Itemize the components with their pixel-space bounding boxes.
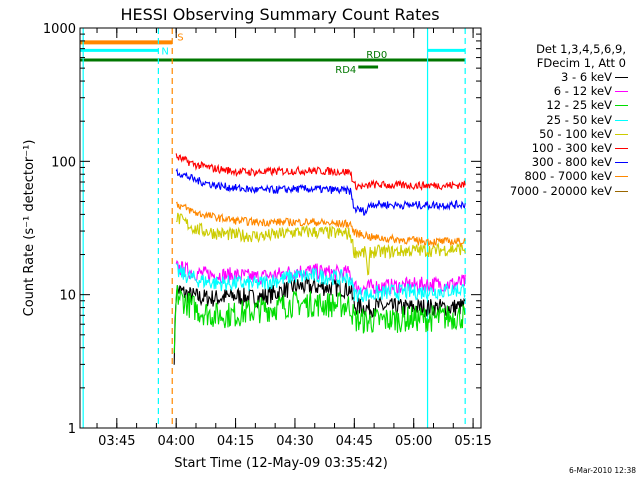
legend-entry-swatch [615, 119, 628, 121]
legend-entry-label: 300 - 800 keV [531, 155, 612, 170]
y-tick-label: 1000 [43, 22, 76, 37]
legend-entry-swatch [615, 91, 628, 93]
legend-entry-swatch [615, 133, 628, 135]
legend-header-line-1: Det 1,3,4,5,6,9, [536, 42, 626, 56]
legend-header-line-2: FDecim 1, Att 0 [536, 56, 626, 70]
legend-entry-label: 3 - 6 keV [561, 70, 612, 84]
legend-entry: 3 - 6 keV [498, 70, 634, 84]
legend-entry-swatch [615, 77, 628, 78]
x-axis: 03:45 04:00 04:15 04:30 04:45 05:00 05:15 [96, 28, 492, 449]
series-line [175, 167, 466, 216]
legend-entry-swatch [615, 176, 628, 178]
series-line [176, 212, 466, 276]
series-line [176, 201, 466, 248]
legend-entry-label: 7000 - 20000 keV [509, 183, 612, 198]
legend-entry-label: 100 - 300 keV [531, 140, 612, 155]
legend-entry-label: 12 - 25 keV [546, 98, 612, 113]
legend-entry-swatch [615, 162, 628, 164]
y-axis: 1 10 100 1000 [43, 22, 481, 437]
x-tick-label: 04:15 [217, 434, 254, 449]
x-axis-label: Start Time (12-May-09 03:35:42) [174, 456, 388, 471]
status-flags: SN RD0 RD4 [80, 32, 466, 76]
legend-entry-label: 6 - 12 keV [553, 84, 612, 99]
legend-entry: 25 - 50 keV [498, 113, 634, 127]
x-tick-label: 04:45 [336, 434, 373, 449]
legend-entry-swatch [615, 147, 628, 149]
legend-entry: 800 - 7000 keV [498, 169, 634, 183]
legend-entry-label: 25 - 50 keV [546, 112, 612, 127]
flag-n-label: N [161, 46, 168, 57]
footer-timestamp: 6-Mar-2010 12:38 [569, 466, 636, 475]
chart-title: HESSI Observing Summary Count Rates [120, 5, 439, 24]
series-line [175, 153, 466, 191]
legend-entry: 12 - 25 keV [498, 98, 634, 112]
legend-entry-label: 800 - 7000 keV [524, 169, 612, 184]
y-axis-label: Count Rate (s⁻¹ detector⁻¹) [22, 140, 37, 317]
legend-entry: 7000 - 20000 keV [498, 184, 634, 198]
series-line [173, 285, 466, 354]
vertical-markers [82, 28, 466, 428]
legend-entry-swatch [615, 190, 628, 192]
legend-entries: 3 - 6 keV 6 - 12 keV 12 - 25 keV 25 - 50 ke… [498, 70, 634, 198]
series-line [173, 276, 466, 365]
flag-rd0-label: RD0 [366, 50, 387, 61]
x-tick-label: 04:30 [276, 434, 313, 449]
plot-frame [79, 27, 482, 429]
x-tick-label: 03:45 [98, 434, 135, 449]
y-tick-label: 1 [68, 422, 76, 437]
legend: Det 1,3,4,5,6,9, FDecim 1, Att 0 3 - 6 k… [498, 42, 634, 198]
flag-rd4-label: RD4 [335, 65, 356, 76]
y-tick-label: 10 [59, 289, 76, 304]
legend-entry: 300 - 800 keV [498, 155, 634, 169]
flag-s-label: S [177, 32, 183, 43]
x-tick-label: 05:15 [454, 434, 491, 449]
legend-entry: 6 - 12 keV [498, 84, 634, 98]
legend-entry-label: 50 - 100 keV [539, 126, 612, 141]
legend-entry-swatch [615, 105, 628, 107]
y-tick-label: 100 [51, 155, 76, 170]
legend-entry: 50 - 100 keV [498, 127, 634, 141]
series-group [173, 153, 466, 365]
x-tick-label: 05:00 [395, 434, 432, 449]
series-line [176, 263, 466, 303]
x-tick-label: 04:00 [157, 434, 194, 449]
legend-entry: 100 - 300 keV [498, 141, 634, 155]
